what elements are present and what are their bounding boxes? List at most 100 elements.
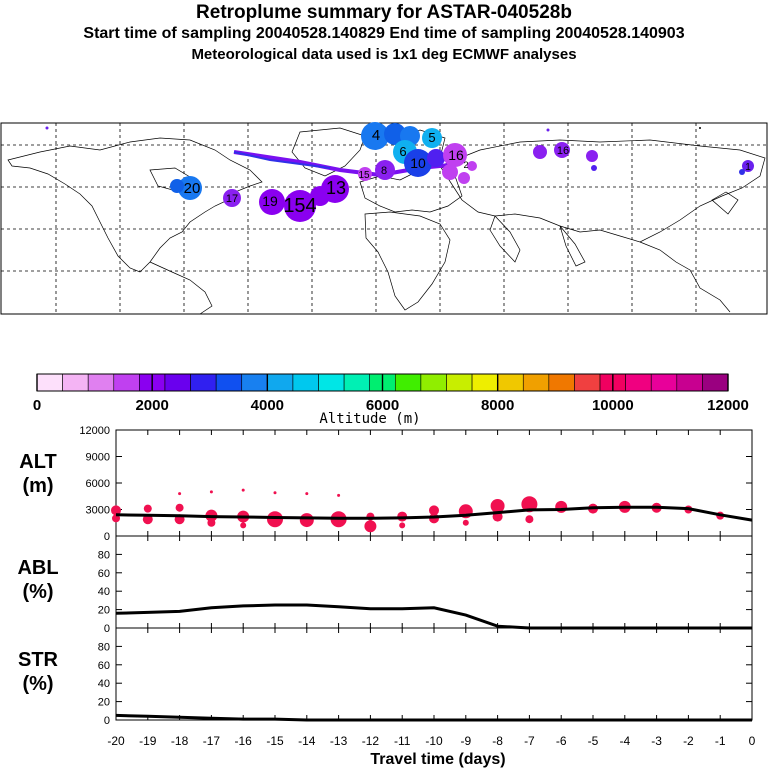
alt-scatter-point [299, 513, 314, 528]
y-tick-label: 40 [98, 678, 110, 690]
x-tick-label: -15 [266, 734, 284, 748]
alt-scatter-point [337, 493, 341, 497]
alt-scatter-point [462, 519, 469, 526]
y-axis-label-line: ABL [17, 557, 58, 579]
y-axis-label-line: ALT [19, 451, 56, 473]
alt-scatter [111, 488, 725, 533]
colorbar-cell [113, 373, 140, 392]
y-tick-label: 60 [98, 568, 110, 580]
map: 4 5 6 10 16 8 2 15 13 154 19 17 20 16 1 [0, 122, 768, 315]
y-tick-label: 20 [98, 605, 110, 617]
alt-scatter-point [273, 491, 277, 495]
colorbar-cell [446, 373, 473, 392]
map-label: 16 [557, 145, 569, 157]
map-label: 10 [410, 155, 426, 171]
colorbar-cell [190, 373, 217, 392]
y-tick-label: 0 [104, 531, 110, 543]
alt-scatter-point [305, 492, 309, 496]
alt-scatter-point [525, 515, 534, 524]
x-tick-label: -14 [298, 734, 316, 748]
y-tick-label: 12000 [79, 425, 110, 437]
y-tick-label: 9000 [86, 452, 110, 464]
map-label: 20 [184, 180, 201, 197]
colorbar-cell [62, 373, 89, 392]
colorbar-cell [625, 373, 652, 392]
colorbar-cell [343, 373, 371, 392]
y-tick-label: 0 [104, 715, 110, 727]
alt-scatter-point [521, 496, 538, 513]
series-line-str [115, 713, 752, 722]
alt-scatter-point [175, 503, 184, 512]
alt-scatter-point [490, 498, 505, 513]
colorbar-cell [702, 373, 729, 392]
alt-scatter-point [364, 520, 377, 533]
x-tick-label: -6 [556, 734, 567, 748]
x-tick-label: -12 [362, 734, 380, 748]
x-tick-label: -7 [524, 734, 535, 748]
colorbar-cell [241, 373, 268, 392]
alt-scatter-point [429, 505, 439, 516]
x-tick-label: -19 [139, 734, 157, 748]
colorbar-cell [36, 373, 63, 392]
y-tick-label: 60 [98, 660, 110, 672]
x-tick-label: -2 [683, 734, 694, 748]
x-tick-label: -10 [425, 734, 443, 748]
series-line-alt [115, 505, 753, 522]
x-tick-label: -20 [107, 734, 125, 748]
alt-scatter-point [178, 492, 182, 496]
colorbar-cell [650, 373, 678, 392]
y-tick-label: 40 [98, 586, 110, 598]
alt-scatter-point [241, 488, 245, 492]
x-tick-label: -4 [619, 734, 630, 748]
colorbar-cell [394, 373, 422, 392]
colorbar-cell [267, 373, 294, 392]
x-tick-label: -1 [715, 734, 726, 748]
x-tick-label: 0 [749, 734, 756, 748]
alt-scatter-point [209, 490, 213, 494]
map-label: 16 [448, 147, 464, 163]
colorbar-cell [548, 373, 575, 392]
y-axis-label: STR (%) [18, 649, 59, 695]
map-label: 13 [326, 178, 346, 198]
alt-scatter-point [111, 505, 121, 516]
x-tick-label: -18 [171, 734, 189, 748]
colorbar-cell [164, 373, 191, 392]
map-label: 19 [262, 193, 278, 209]
y-tick-label: 20 [98, 697, 110, 709]
colorbar-cell [676, 373, 703, 392]
map-label: 6 [399, 144, 406, 159]
alt-scatter-point [112, 514, 120, 523]
map-label: 5 [428, 130, 435, 145]
colorbar-tick-label: 4000 [251, 397, 284, 414]
x-tick-label: -5 [588, 734, 599, 748]
colorbar-tick-label: 8000 [481, 397, 514, 414]
y-tick-label: 80 [98, 641, 110, 653]
x-tick-label: -11 [394, 734, 411, 748]
colorbar-cells [36, 373, 729, 392]
alt-scatter-point [207, 518, 216, 527]
chart-title: Retroplume summary for ASTAR-040528b [196, 2, 572, 23]
series-lines [115, 505, 753, 722]
colorbar-cell [471, 373, 498, 392]
y-axis-label-line: STR [18, 649, 59, 671]
x-tick-label: -3 [651, 734, 662, 748]
panel-ticks: 12000 9000 6000 3000 0 80 60 40 20 0 80 60 40 20 0 [79, 425, 753, 727]
y-tick-label: 0 [104, 623, 110, 635]
map-label: 8 [381, 165, 387, 177]
colorbar-cell [522, 373, 550, 392]
map-label: 1 [745, 162, 751, 173]
colorbar: 0 2000 4000 6000 8000 10000 12000 Altitude (m) [33, 373, 749, 427]
y-tick-label: 3000 [86, 505, 110, 517]
colorbar-cell [87, 373, 115, 392]
map-label: 154 [283, 195, 316, 217]
plume-clusters [45, 122, 754, 222]
x-tick-label: -16 [235, 734, 253, 748]
y-axis-label-line: (%) [22, 581, 53, 603]
met-data-note: Meteorological data used is 1x1 deg ECMW… [191, 46, 577, 63]
map-label: 17 [226, 193, 238, 205]
map-labels: 4 5 6 10 16 8 2 15 13 154 19 17 20 16 1 [184, 127, 752, 217]
x-axis-label: Travel time (days) [370, 751, 505, 768]
y-tick-label: 80 [98, 549, 110, 561]
colorbar-tick-label: 6000 [366, 397, 399, 414]
